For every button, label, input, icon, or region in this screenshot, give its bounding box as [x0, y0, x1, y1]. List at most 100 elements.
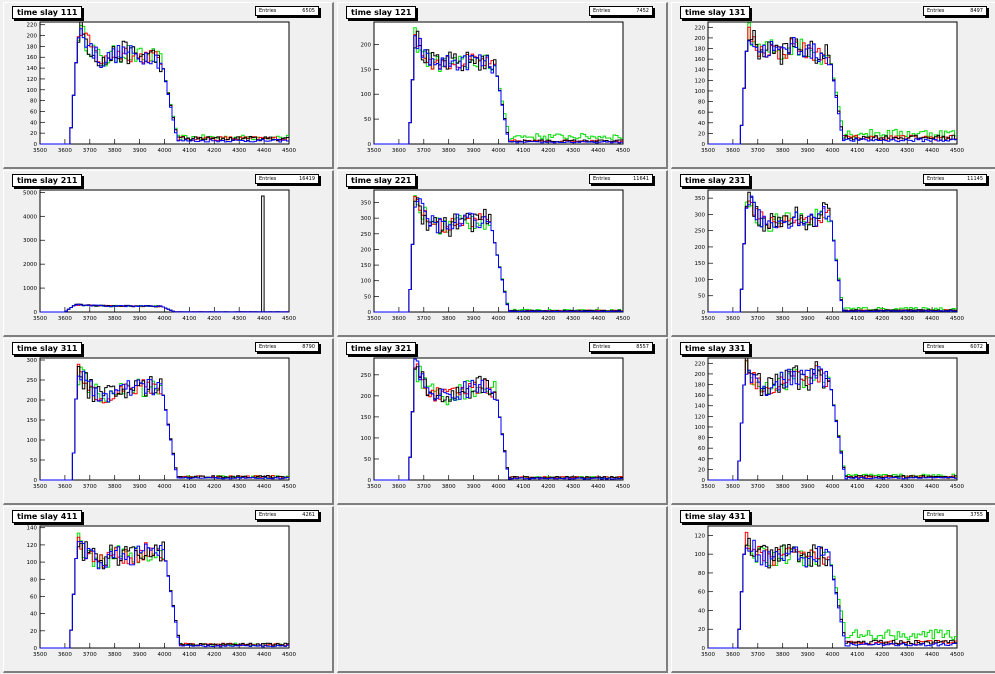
x-tick-label: 3600	[58, 148, 72, 154]
y-tick-label: 250	[27, 378, 38, 384]
x-tick-label: 4400	[925, 652, 939, 658]
x-tick-label: 4000	[158, 148, 172, 154]
histogram-svg: 0 50 100 150 200 250 300 350 3500 3600 3700 3800 390…	[695, 189, 964, 322]
histogram-pad-9: 0 20 40 60 80 100 120 140 160 180 200 220 3500 3600 37…	[671, 338, 995, 505]
x-tick-label: 4500	[950, 316, 964, 322]
y-tick-label: 40	[698, 457, 705, 463]
x-tick-label: 4500	[950, 148, 964, 154]
y-tick-label: 200	[361, 42, 372, 48]
y-tick-label: 350	[695, 196, 706, 202]
x-tick-label: 4500	[616, 316, 630, 322]
x-tick-label: 4000	[826, 484, 840, 490]
y-tick-label: 20	[698, 627, 705, 633]
x-tick-label: 3900	[801, 316, 815, 322]
entries-label: Entries	[927, 344, 945, 350]
y-tick-label: 220	[695, 361, 706, 367]
x-tick-label: 3500	[33, 652, 47, 658]
entries-value: 4261	[302, 512, 315, 518]
histogram-title: time slay 321	[346, 342, 417, 355]
y-tick-label: 100	[27, 438, 38, 444]
x-tick-label: 3600	[726, 652, 740, 658]
y-tick-label: 160	[27, 55, 38, 61]
y-tick-label: 0	[368, 142, 372, 148]
entries-value: 7452	[636, 8, 649, 14]
x-tick-label: 4100	[850, 316, 864, 322]
histogram-pad-2: 0 50 100 150 200 3500 3600 3700 3800 3900 4000 4100…	[337, 2, 668, 169]
y-tick-label: 50	[364, 294, 371, 300]
series-blue	[374, 358, 623, 481]
plot-frame	[707, 21, 958, 145]
y-tick-label: 60	[698, 110, 705, 116]
series-blue	[40, 370, 289, 481]
stats-box: Entries 8497	[923, 6, 987, 16]
entries-label: Entries	[259, 176, 277, 182]
y-tick-label: 120	[695, 533, 706, 539]
plot-frame	[39, 21, 290, 145]
x-tick-label: 4500	[282, 484, 296, 490]
y-tick-label: 120	[27, 77, 38, 83]
x-tick-label: 4300	[232, 148, 246, 154]
histogram-svg: 0 1000 2000 3000 4000 5000 3500 3600 3700 3800 390…	[23, 189, 296, 322]
stats-box: Entries 6505	[255, 6, 319, 16]
x-tick-label: 4500	[950, 484, 964, 490]
histogram-pad-3: 0 20 40 60 80 100 120 140 160 180 200 220 3500 3600 37…	[671, 2, 995, 169]
histogram-pad-6: 0 50 100 150 200 250 300 350 3500 3600 3700 3800 390…	[671, 170, 995, 337]
x-tick-label: 4000	[158, 316, 172, 322]
entries-label: Entries	[259, 8, 277, 14]
x-tick-label: 4400	[591, 484, 605, 490]
x-tick-label: 4300	[232, 652, 246, 658]
x-tick-label: 3500	[367, 148, 381, 154]
y-tick-label: 2000	[23, 262, 37, 268]
x-tick-label: 4000	[492, 316, 506, 322]
histogram-title: time slay 221	[346, 174, 417, 187]
histogram-title: time slay 411	[12, 510, 83, 523]
stats-box: Entries 16419	[255, 174, 319, 184]
y-tick-label: 100	[695, 89, 706, 95]
x-tick-label: 4400	[257, 484, 271, 490]
x-tick-label: 3700	[751, 316, 765, 322]
x-tick-label: 3500	[701, 148, 715, 154]
x-tick-label: 4100	[850, 652, 864, 658]
y-tick-label: 0	[34, 310, 38, 316]
x-tick-label: 3600	[58, 652, 72, 658]
entries-value: 8557	[636, 344, 649, 350]
y-tick-label: 160	[695, 57, 706, 63]
x-tick-label: 3600	[58, 316, 72, 322]
x-tick-label: 3700	[417, 484, 431, 490]
x-tick-label: 4200	[875, 652, 889, 658]
x-tick-label: 3900	[133, 316, 147, 322]
entries-value: 11145	[967, 176, 983, 182]
entries-label: Entries	[927, 8, 945, 14]
series-blue	[374, 35, 623, 145]
y-tick-label: 20	[30, 131, 37, 137]
x-tick-label: 3900	[133, 484, 147, 490]
y-tick-label: 0	[702, 142, 706, 148]
x-tick-label: 4400	[925, 484, 939, 490]
y-tick-label: 300	[27, 358, 38, 364]
x-tick-label: 4100	[516, 316, 530, 322]
y-tick-label: 140	[695, 68, 706, 74]
x-tick-label: 4200	[541, 316, 555, 322]
entries-value: 8497	[970, 8, 983, 14]
entries-label: Entries	[593, 344, 611, 350]
y-tick-label: 150	[361, 415, 372, 421]
y-tick-label: 80	[698, 436, 705, 442]
entries-label: Entries	[927, 176, 945, 182]
histogram-pad-5: 0 50 100 150 200 250 300 350 3500 3600 3700 3800 390…	[337, 170, 668, 337]
y-tick-label: 4000	[23, 214, 37, 220]
x-tick-label: 4200	[207, 484, 221, 490]
y-tick-label: 250	[695, 229, 706, 235]
entries-label: Entries	[593, 8, 611, 14]
x-tick-label: 3900	[467, 484, 481, 490]
x-tick-label: 3500	[367, 316, 381, 322]
x-tick-label: 3800	[776, 148, 790, 154]
plot-frame	[707, 357, 958, 481]
x-tick-label: 3800	[108, 316, 122, 322]
histogram-svg: 0 50 100 150 200 250 300 3500 3600 3700 3800 3900 40…	[27, 357, 296, 490]
entries-label: Entries	[259, 512, 277, 518]
y-tick-label: 150	[361, 67, 372, 73]
stats-box: Entries 3755	[923, 510, 987, 520]
histogram-title: time slay 231	[680, 174, 751, 187]
series-blue	[374, 198, 623, 313]
histogram-pad-4: 0 1000 2000 3000 4000 5000 3500 3600 3700 3800 390…	[3, 170, 334, 337]
